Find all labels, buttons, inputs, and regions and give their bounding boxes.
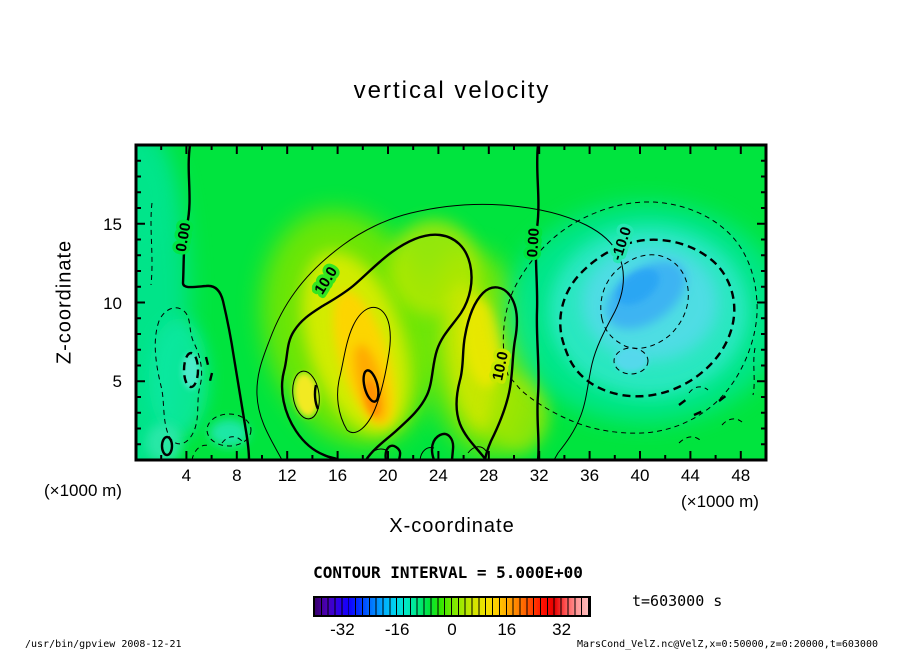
x-tick-label: 8 — [232, 466, 242, 485]
contour-zero-right — [534, 145, 540, 460]
z-tick-label: 15 — [103, 214, 122, 234]
footer-command-date: /usr/bin/gpview 2008-12-21 — [25, 639, 182, 650]
x-tick-label: 40 — [630, 466, 650, 485]
contour-lines — [150, 145, 758, 460]
contour-plot: 0.00 10.0 0.00 -10.0 10.0 — [134, 143, 768, 462]
colorbar-tick-label: -16 — [384, 620, 410, 639]
x-tick-label: 32 — [529, 466, 549, 485]
x-tick-label: 12 — [277, 466, 297, 485]
x-tick-label: 4 — [181, 466, 192, 485]
x-axis-unit-left: (×1000 m) — [44, 481, 122, 500]
contour-minus5-right — [502, 201, 758, 434]
plot-border — [134, 143, 768, 462]
colorbar-tick-label: -32 — [330, 620, 355, 639]
contour-minus15 — [600, 254, 689, 349]
colorbar — [313, 596, 591, 617]
contour-plus15 — [337, 306, 391, 433]
colorbar-tick-label: 32 — [552, 620, 572, 639]
x-axis-unit-right: (×1000 m) — [681, 492, 759, 511]
x-tick-label: 44 — [680, 466, 700, 485]
contour-zero-left — [181, 145, 251, 460]
colorbar-tick-label: 16 — [497, 620, 517, 639]
contour-label: 0.00 — [524, 228, 543, 258]
tone-shading — [136, 145, 766, 460]
plot-title: vertical velocity — [353, 77, 551, 104]
z-tick-label: 5 — [112, 372, 122, 392]
z-tick-label: 10 — [103, 293, 122, 313]
contour-plus10-secondary — [455, 286, 519, 460]
contour-plus10-main — [280, 233, 473, 460]
time-annotation: t=603000 s — [632, 592, 723, 610]
x-axis-label: X-coordinate — [389, 515, 515, 537]
y-axis-label: Z-coordinate — [53, 239, 76, 365]
x-tick-label: 16 — [328, 466, 348, 485]
x-tick-label: 36 — [580, 466, 600, 485]
contour-interval-note: CONTOUR INTERVAL = 5.000E+00 — [313, 563, 583, 582]
x-tick-label: 20 — [378, 466, 398, 485]
x-tick-label: 24 — [428, 466, 448, 485]
colorbar-tick-label: 0 — [447, 620, 457, 639]
contour-minus10 — [559, 238, 736, 398]
x-tick-label: 48 — [731, 466, 751, 485]
contour-plus5 — [256, 203, 624, 460]
x-tick-label: 28 — [479, 466, 499, 485]
contour-plus20-core — [362, 369, 380, 403]
footer-data-source: MarsCond_VelZ.nc@VelZ,x=0:50000,z=0:2000… — [576, 639, 878, 650]
contour-minus5-left — [154, 307, 203, 445]
